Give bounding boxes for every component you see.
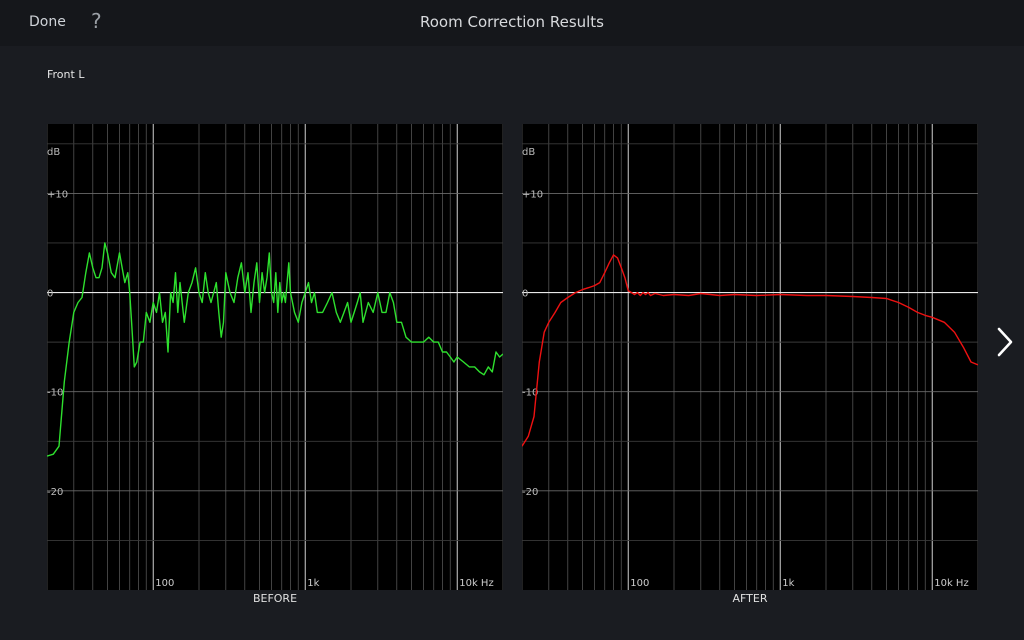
y-tick-label: +10 [522,189,543,200]
y-tick-label: -20 [47,487,63,498]
before-plot: dB +10 0 -10 -20 100 1k 10k Hz [47,124,503,590]
grid [47,124,503,590]
y-axis-unit-label: dB [522,147,535,158]
after-chart: dB +10 0 -10 -20 100 1k 10k Hz [522,124,978,590]
x-tick-label: 100 [630,578,649,589]
done-button[interactable]: Done [29,14,66,30]
x-tick-label: 10k Hz [459,578,493,589]
y-tick-label: +10 [47,189,68,200]
before-response-line [47,242,503,457]
after-caption: AFTER [732,592,768,605]
before-chart: dB +10 0 -10 -20 100 1k 10k Hz [47,124,503,590]
chevron-right-icon[interactable] [990,322,1018,362]
y-tick-label: -10 [522,388,538,399]
x-tick-label: 10k Hz [934,578,968,589]
y-tick-label: 0 [522,289,528,300]
y-tick-label: -10 [47,388,63,399]
question-mark-icon[interactable]: ? [91,9,102,33]
channel-label: Front L [47,68,85,81]
y-axis-unit-label: dB [47,147,60,158]
after-plot: dB +10 0 -10 -20 100 1k 10k Hz [522,124,978,590]
top-bar: Done ? Room Correction Results [0,0,1024,46]
before-caption: BEFORE [252,592,298,605]
y-tick-label: 0 [47,289,53,300]
y-tick-label: -20 [522,487,538,498]
after-response-line [522,254,978,447]
x-tick-label: 1k [782,578,794,589]
page-title: Room Correction Results [419,13,604,31]
x-tick-label: 100 [155,578,174,589]
x-tick-label: 1k [307,578,319,589]
grid [522,124,978,590]
